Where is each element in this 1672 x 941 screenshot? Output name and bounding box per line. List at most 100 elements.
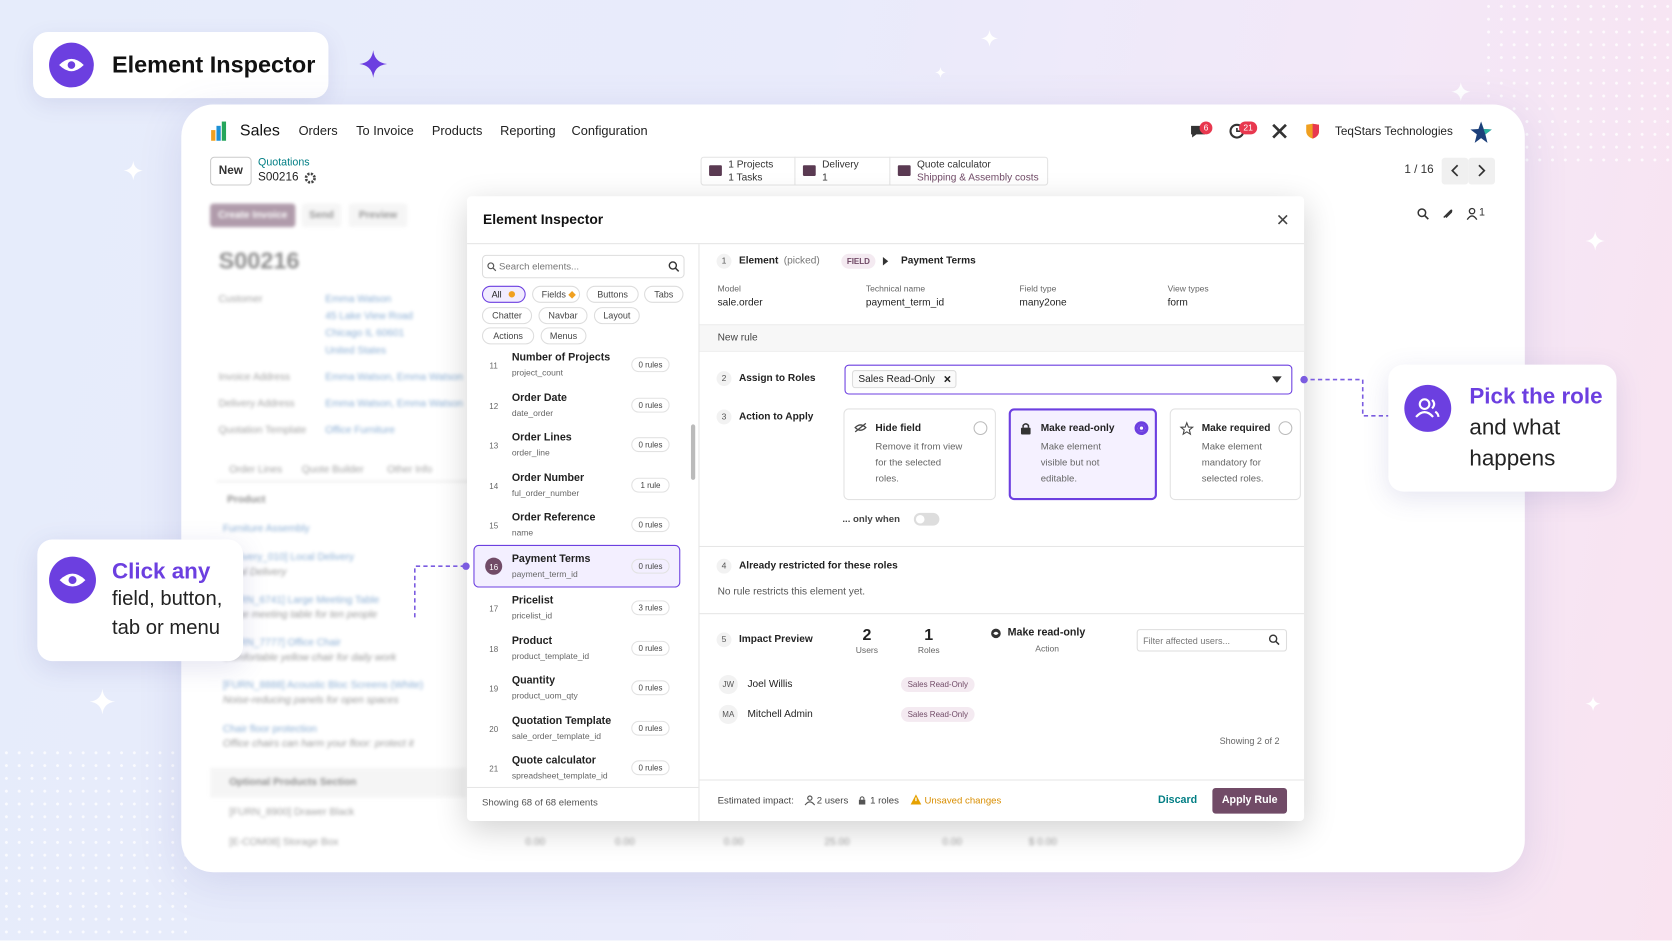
element-number: 15 (489, 520, 499, 531)
apply-button[interactable] (1212, 787, 1288, 814)
pager: 1 / 16 (1404, 163, 1434, 177)
action-option[interactable] (1169, 408, 1301, 501)
smart-title[interactable]: Quote calculator (917, 159, 991, 171)
divider (699, 545, 1305, 548)
element-label[interactable]: Quote calculator (511, 754, 596, 767)
option-title[interactable]: Make read-only (1040, 422, 1115, 435)
search-placeholder[interactable]: Search elements... (499, 260, 580, 272)
filter-chip[interactable] (540, 327, 587, 345)
filter-label[interactable]: Chatter (492, 310, 522, 321)
element-tech: spreadsheet_template_id (511, 771, 608, 781)
element-item-selected[interactable] (473, 544, 681, 588)
element-label[interactable]: Order Number (511, 472, 585, 485)
menu-item[interactable]: Orders (298, 123, 338, 139)
menu-item[interactable]: Reporting (500, 123, 556, 139)
smart-title[interactable]: Delivery (822, 159, 859, 171)
filter-label[interactable]: All (491, 288, 502, 300)
element-label[interactable]: Order Date (511, 392, 567, 405)
new-button[interactable] (210, 156, 252, 186)
element-number: 21 (489, 764, 499, 774)
filter-label[interactable]: Layout (603, 310, 631, 321)
smart-icon (709, 163, 722, 176)
element-label[interactable]: Quantity (511, 674, 556, 687)
filter-placeholder[interactable]: Filter affected users... (1143, 635, 1231, 647)
smart-title[interactable]: 1 Projects (728, 159, 774, 171)
role-chip (901, 706, 975, 722)
element-tech: product_template_id (511, 651, 590, 662)
form-button[interactable] (348, 203, 408, 228)
filter-label[interactable]: Buttons (597, 288, 628, 300)
filter-chip[interactable] (481, 327, 535, 345)
filter-chip[interactable] (481, 307, 533, 325)
filter-label[interactable]: Menus (549, 330, 578, 342)
form-tab[interactable]: Order Lines (229, 464, 283, 476)
avatar (718, 674, 738, 695)
company-name[interactable]: TeqStars Technologies (1335, 125, 1453, 138)
form-tab[interactable]: Other Info (387, 464, 433, 476)
element-number: 16 (489, 562, 499, 573)
radio[interactable] (1134, 421, 1149, 436)
radio[interactable] (1278, 421, 1293, 436)
filter-chip[interactable] (644, 285, 684, 303)
step-number: 2 (721, 373, 727, 384)
roles-circle (1404, 384, 1452, 432)
filter-label[interactable]: Actions (493, 330, 523, 342)
element-label[interactable]: Order Lines (511, 431, 572, 444)
app-name[interactable]: Sales (239, 121, 280, 140)
filter-chip[interactable] (538, 307, 588, 325)
smart-sub[interactable]: Shipping & Assembly costs (917, 171, 1039, 184)
discard-button[interactable]: Discard (1158, 794, 1198, 807)
filter-chip[interactable] (586, 285, 639, 303)
option-icon-svg (854, 422, 867, 433)
close-button (1277, 214, 1288, 225)
form-button-label[interactable]: Send (309, 209, 334, 222)
shield-icon-svg (1306, 123, 1320, 139)
filter-label[interactable]: Fields (541, 288, 566, 300)
pager-prev[interactable] (1441, 157, 1469, 185)
apply-button-label[interactable]: Apply Rule (1221, 794, 1278, 807)
roles-icon-svg (858, 796, 866, 805)
search-box[interactable] (481, 254, 685, 279)
smart-sub[interactable]: 1 (822, 171, 828, 184)
smart-sub[interactable]: 1 Tasks (728, 171, 763, 184)
element-label[interactable]: Quotation Template (511, 715, 612, 728)
option-title[interactable]: Hide field (875, 422, 922, 435)
form-button[interactable] (301, 203, 342, 228)
roles-select[interactable] (844, 364, 1293, 395)
user-filter[interactable] (1136, 629, 1288, 652)
filter-chip[interactable] (593, 307, 640, 325)
form-button[interactable] (210, 203, 296, 228)
menu-item[interactable]: Products (431, 123, 483, 139)
form-button-label[interactable]: Create Invoice (218, 209, 288, 222)
filter-chip[interactable] (481, 285, 526, 303)
filter-label[interactable]: Navbar (548, 310, 578, 321)
action-option[interactable] (843, 408, 996, 501)
element-label[interactable]: Payment Terms (511, 553, 591, 566)
smart-icon (802, 163, 816, 176)
smart-button[interactable] (794, 156, 888, 186)
meta-label: Field type (1019, 283, 1057, 294)
element-label[interactable]: Number of Projects (511, 351, 611, 364)
menu-item[interactable]: Configuration (571, 123, 648, 139)
menu-item[interactable]: To Invoice (356, 123, 414, 139)
element-label[interactable]: Product (511, 635, 553, 648)
element-label[interactable]: Order Reference (511, 511, 596, 524)
record-name: S00216 (258, 171, 299, 184)
option-title[interactable]: Make required (1201, 422, 1271, 435)
new-button-label[interactable]: New (218, 164, 243, 177)
filter-label[interactable]: Tabs (654, 288, 674, 300)
meta-label: View types (1167, 283, 1209, 294)
breadcrumb[interactable]: Quotations (258, 156, 310, 169)
pager-next[interactable] (1468, 157, 1495, 185)
element-label[interactable]: Pricelist (511, 594, 554, 607)
element-tech: project_count (511, 368, 564, 378)
smart-button[interactable] (889, 156, 1048, 186)
stat-value: 1 (924, 625, 934, 645)
roles-icon (858, 795, 866, 805)
form-tab[interactable]: Quote Builder (301, 464, 364, 476)
chevron-right-svg (1478, 164, 1486, 177)
action-option[interactable] (1008, 408, 1157, 501)
radio[interactable] (973, 421, 988, 436)
filter-chip[interactable] (532, 285, 581, 303)
form-button-label[interactable]: Preview (358, 209, 398, 222)
